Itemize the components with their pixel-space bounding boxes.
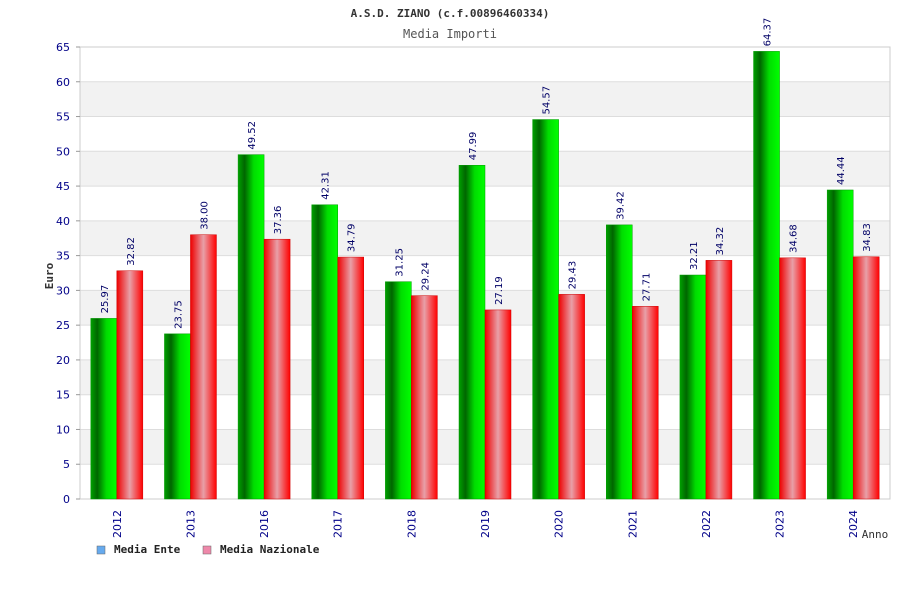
value-label: 29.24 bbox=[420, 262, 431, 291]
y-tick-label: 5 bbox=[63, 458, 70, 471]
bar-media-nazionale-2012 bbox=[116, 270, 144, 500]
bars bbox=[90, 51, 880, 500]
bar-media-nazionale-2024 bbox=[852, 256, 880, 500]
value-label: 32.82 bbox=[126, 237, 137, 266]
bar-media-nazionale-2022 bbox=[705, 260, 733, 500]
bar-media-ente-2022 bbox=[679, 274, 707, 500]
y-tick-label: 65 bbox=[56, 41, 70, 54]
bar-media-nazionale-2021 bbox=[632, 306, 659, 500]
value-label: 49.52 bbox=[247, 121, 258, 150]
x-tick-label: 2019 bbox=[479, 510, 492, 538]
bar-media-ente-2012 bbox=[90, 318, 118, 500]
value-labels: 25.97 32.82 23.75 38.00 49.52 37.36 42.31 34.79… bbox=[100, 18, 873, 329]
x-tick-label: 2023 bbox=[774, 510, 787, 538]
y-tick-label: 55 bbox=[56, 111, 70, 124]
x-axis-label: Anno bbox=[862, 528, 889, 541]
y-tick-label: 0 bbox=[63, 493, 70, 506]
value-label: 29.43 bbox=[568, 261, 579, 290]
x-tick-label: 2020 bbox=[553, 510, 566, 538]
value-label: 54.57 bbox=[542, 86, 553, 115]
bar-media-nazionale-2018 bbox=[411, 295, 438, 500]
legend-label-media-nazionale: Media Nazionale bbox=[220, 543, 320, 556]
bar-media-nazionale-2019 bbox=[484, 309, 512, 500]
value-label: 31.25 bbox=[394, 248, 405, 277]
y-tick-label: 60 bbox=[56, 76, 70, 89]
value-label: 32.21 bbox=[689, 241, 700, 270]
bar-media-nazionale-2016 bbox=[263, 238, 291, 500]
chart-subtitle: Media Importi bbox=[403, 27, 497, 41]
value-label: 64.37 bbox=[763, 18, 774, 47]
bar-media-ente-2020 bbox=[532, 119, 559, 500]
value-label: 34.32 bbox=[715, 227, 726, 256]
x-tick-label: 2021 bbox=[626, 510, 639, 538]
y-tick-label: 40 bbox=[56, 215, 70, 228]
bar-media-ente-2013 bbox=[164, 333, 191, 500]
value-label: 25.97 bbox=[100, 285, 111, 314]
legend-swatch-media-ente bbox=[96, 545, 106, 555]
y-tick-label: 15 bbox=[56, 389, 70, 402]
bar-media-ente-2023 bbox=[753, 51, 780, 500]
y-axis-label: Euro bbox=[43, 262, 56, 289]
legend: Media Ente Media Nazionale bbox=[96, 543, 320, 556]
bar-media-nazionale-2017 bbox=[337, 256, 364, 500]
value-label: 38.00 bbox=[199, 201, 210, 230]
value-label: 27.71 bbox=[641, 273, 652, 302]
y-axis-ticks: 0 5 10 15 20 25 30 35 40 45 50 55 60 65 bbox=[56, 41, 80, 506]
bar-media-ente-2019 bbox=[458, 165, 486, 500]
value-label: 42.31 bbox=[321, 171, 332, 200]
bar-media-ente-2016 bbox=[237, 154, 265, 500]
x-tick-label: 2012 bbox=[111, 510, 124, 538]
y-tick-label: 10 bbox=[56, 423, 70, 436]
y-tick-label: 20 bbox=[56, 354, 70, 367]
x-axis-ticks: 2012 2013 2016 2017 2018 2019 2020 2021 2022 2023… bbox=[111, 510, 860, 538]
y-tick-label: 35 bbox=[56, 250, 70, 263]
bar-media-ente-2017 bbox=[311, 204, 338, 500]
x-tick-label: 2024 bbox=[847, 510, 860, 538]
x-tick-label: 2013 bbox=[184, 510, 197, 538]
value-label: 34.68 bbox=[789, 224, 800, 253]
value-label: 23.75 bbox=[173, 300, 184, 329]
x-tick-label: 2022 bbox=[700, 510, 713, 538]
value-label: 47.99 bbox=[468, 132, 479, 161]
x-tick-label: 2016 bbox=[258, 510, 271, 538]
bar-media-ente-2018 bbox=[385, 281, 412, 500]
value-label: 27.19 bbox=[494, 276, 505, 305]
value-label: 34.79 bbox=[347, 223, 358, 252]
chart-title: A.S.D. ZIANO (c.f.00896460334) bbox=[351, 7, 550, 20]
value-label: 34.83 bbox=[862, 223, 873, 252]
bar-media-nazionale-2013 bbox=[190, 234, 217, 500]
y-tick-label: 50 bbox=[56, 145, 70, 158]
x-tick-label: 2017 bbox=[332, 510, 345, 538]
bar-media-ente-2024 bbox=[826, 189, 854, 500]
value-label: 37.36 bbox=[273, 206, 284, 235]
y-tick-label: 30 bbox=[56, 284, 70, 297]
legend-swatch-media-nazionale bbox=[202, 545, 212, 555]
value-label: 44.44 bbox=[836, 156, 847, 185]
bar-media-nazionale-2020 bbox=[558, 294, 585, 500]
value-label: 39.42 bbox=[615, 191, 626, 220]
bar-media-ente-2021 bbox=[606, 224, 633, 500]
x-tick-label: 2018 bbox=[405, 510, 418, 538]
bar-media-nazionale-2023 bbox=[779, 257, 806, 500]
y-tick-label: 45 bbox=[56, 180, 70, 193]
y-tick-label: 25 bbox=[56, 319, 70, 332]
legend-label-media-ente: Media Ente bbox=[114, 543, 181, 556]
